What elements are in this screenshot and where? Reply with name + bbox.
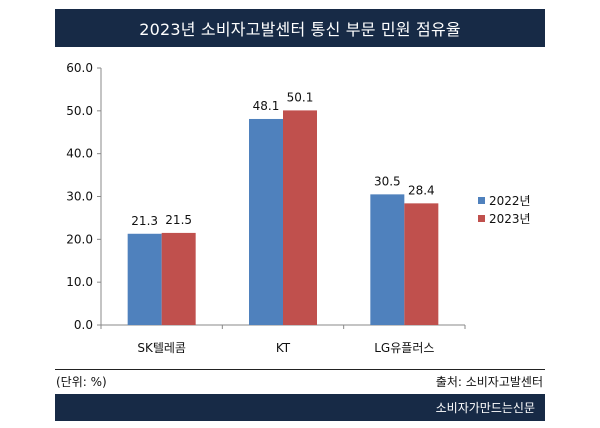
footer-divider	[55, 369, 545, 370]
chart-legend: 2022년 2023년	[478, 191, 531, 227]
legend-swatch-2022	[478, 196, 485, 204]
bar-chart: 0.0 10.0 20.0 30.0 40.0 50.0 60.0 21.3 21.5 SK텔레콤…	[66, 61, 466, 355]
data-label: 21.5	[165, 213, 192, 227]
legend-label-2023: 2023년	[489, 211, 531, 226]
y-tick-label: 50.0	[66, 104, 93, 118]
chart-title: 2023년 소비자고발센터 통신 부문 민원 점유율	[139, 20, 461, 39]
x-category-label: LG유플러스	[374, 341, 434, 355]
chart-area: 0.0 10.0 20.0 30.0 40.0 50.0 60.0 21.3 21.5 SK텔레콤…	[0, 47, 600, 369]
brand-banner: 소비자가만드는신문	[55, 394, 545, 421]
legend-swatch-2023	[478, 214, 485, 222]
chart-title-banner: 2023년 소비자고발센터 통신 부문 민원 점유율	[55, 9, 545, 47]
legend-item-2023: 2023년	[478, 209, 531, 227]
brand-name: 소비자가만드는신문	[435, 401, 535, 415]
bar-2023년-LG유플러스	[404, 203, 439, 325]
y-tick-label: 30.0	[66, 190, 93, 204]
bar-2022년-LG유플러스	[370, 194, 405, 325]
data-label: 50.1	[287, 90, 314, 104]
y-tick-label: 0.0	[74, 318, 93, 332]
data-label: 28.4	[408, 183, 435, 197]
x-category-label: SK텔레콤	[137, 341, 186, 355]
unit-note: (단위: %)	[56, 375, 107, 389]
data-label: 21.3	[131, 214, 158, 228]
y-tick-label: 40.0	[66, 147, 93, 161]
bar-2022년-KT	[249, 118, 283, 325]
bar-2023년-KT	[283, 110, 317, 325]
bar-2023년-SK텔레콤	[161, 232, 196, 325]
y-tick-label: 20.0	[66, 232, 93, 246]
source-note: 출처: 소비자고발센터	[435, 375, 543, 389]
y-tick-label: 10.0	[66, 275, 93, 289]
data-label: 30.5	[374, 174, 401, 188]
x-category-label: KT	[276, 341, 291, 355]
data-label: 48.1	[253, 99, 280, 113]
y-tick-label: 60.0	[66, 61, 93, 75]
legend-label-2022: 2022년	[489, 193, 531, 208]
bar-2022년-SK텔레콤	[127, 233, 162, 325]
legend-item-2022: 2022년	[478, 191, 531, 209]
